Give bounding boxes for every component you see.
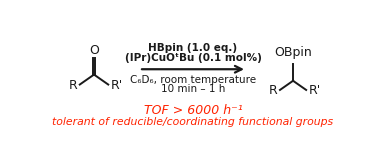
Text: R': R' <box>308 84 321 97</box>
Text: O: O <box>89 44 99 57</box>
Text: R': R' <box>110 79 123 92</box>
Text: C₆D₆, room temperature: C₆D₆, room temperature <box>130 75 256 85</box>
Text: 10 min – 1 h: 10 min – 1 h <box>161 84 225 94</box>
Text: HBpin (1.0 eq.): HBpin (1.0 eq.) <box>149 44 237 54</box>
Text: TOF > 6000 h⁻¹: TOF > 6000 h⁻¹ <box>144 104 242 117</box>
Text: R: R <box>69 79 77 92</box>
Text: R: R <box>269 84 278 97</box>
Text: tolerant of reducible/coordinating functional groups: tolerant of reducible/coordinating funct… <box>53 117 333 127</box>
Text: OBpin: OBpin <box>274 46 312 59</box>
Text: (IPr)CuOᵗBu (0.1 mol%): (IPr)CuOᵗBu (0.1 mol%) <box>124 54 262 64</box>
